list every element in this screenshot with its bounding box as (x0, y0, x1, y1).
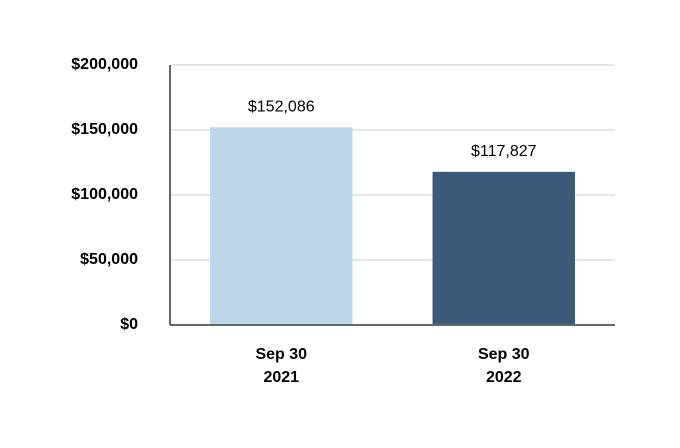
y-tick-label: $50,000 (80, 251, 138, 268)
y-tick-label: $100,000 (71, 186, 138, 203)
y-tick-label: $0 (120, 316, 138, 333)
value-label: $117,827 (471, 143, 537, 160)
value-label: $152,086 (248, 99, 315, 116)
bar (210, 127, 353, 325)
bar (432, 171, 575, 325)
y-tick-label: $200,000 (71, 56, 138, 73)
x-tick-label: Sep 30 2022 (478, 346, 530, 386)
y-tick-label: $150,000 (71, 121, 138, 138)
x-tick-label: Sep 30 2021 (255, 346, 307, 386)
